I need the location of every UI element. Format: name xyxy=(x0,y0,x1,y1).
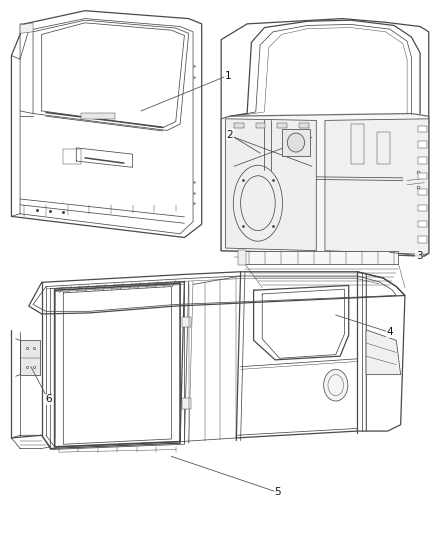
Bar xyxy=(238,249,246,265)
Text: 5: 5 xyxy=(274,487,281,497)
Bar xyxy=(418,141,427,148)
Text: 6: 6 xyxy=(45,394,52,405)
Bar xyxy=(418,205,427,211)
Bar xyxy=(299,123,308,128)
Text: 3: 3 xyxy=(416,251,423,261)
Polygon shape xyxy=(20,341,39,375)
Bar xyxy=(256,123,265,128)
Bar xyxy=(282,130,310,156)
FancyBboxPatch shape xyxy=(402,157,428,202)
Bar xyxy=(418,189,427,195)
Polygon shape xyxy=(366,330,401,375)
Ellipse shape xyxy=(287,133,304,152)
Bar xyxy=(64,149,81,164)
Bar xyxy=(182,398,191,409)
Polygon shape xyxy=(226,119,316,251)
Polygon shape xyxy=(325,119,429,254)
Bar xyxy=(418,126,427,132)
Polygon shape xyxy=(221,114,429,256)
Bar xyxy=(245,251,399,264)
Bar xyxy=(81,113,115,119)
Text: 4: 4 xyxy=(386,327,393,337)
Bar xyxy=(418,173,427,180)
Text: 1: 1 xyxy=(224,70,231,80)
Bar xyxy=(182,317,191,327)
Bar xyxy=(377,132,390,164)
Bar xyxy=(351,124,364,164)
Bar xyxy=(234,123,244,128)
Bar xyxy=(418,157,427,164)
Polygon shape xyxy=(20,23,33,34)
Bar xyxy=(418,237,427,243)
Text: 2: 2 xyxy=(226,130,233,140)
Bar xyxy=(277,123,287,128)
Ellipse shape xyxy=(324,369,348,401)
Bar xyxy=(418,221,427,227)
